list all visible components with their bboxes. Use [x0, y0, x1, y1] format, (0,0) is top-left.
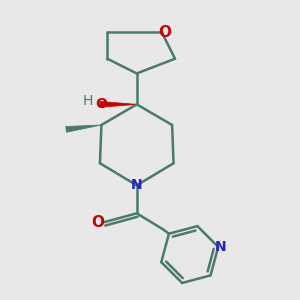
Text: O: O	[158, 25, 171, 40]
Polygon shape	[66, 125, 101, 132]
Text: H: H	[82, 94, 93, 108]
Text: N: N	[131, 178, 142, 192]
Text: N: N	[215, 240, 226, 254]
Text: O: O	[92, 214, 104, 230]
Polygon shape	[100, 101, 137, 107]
Text: O: O	[95, 98, 107, 111]
